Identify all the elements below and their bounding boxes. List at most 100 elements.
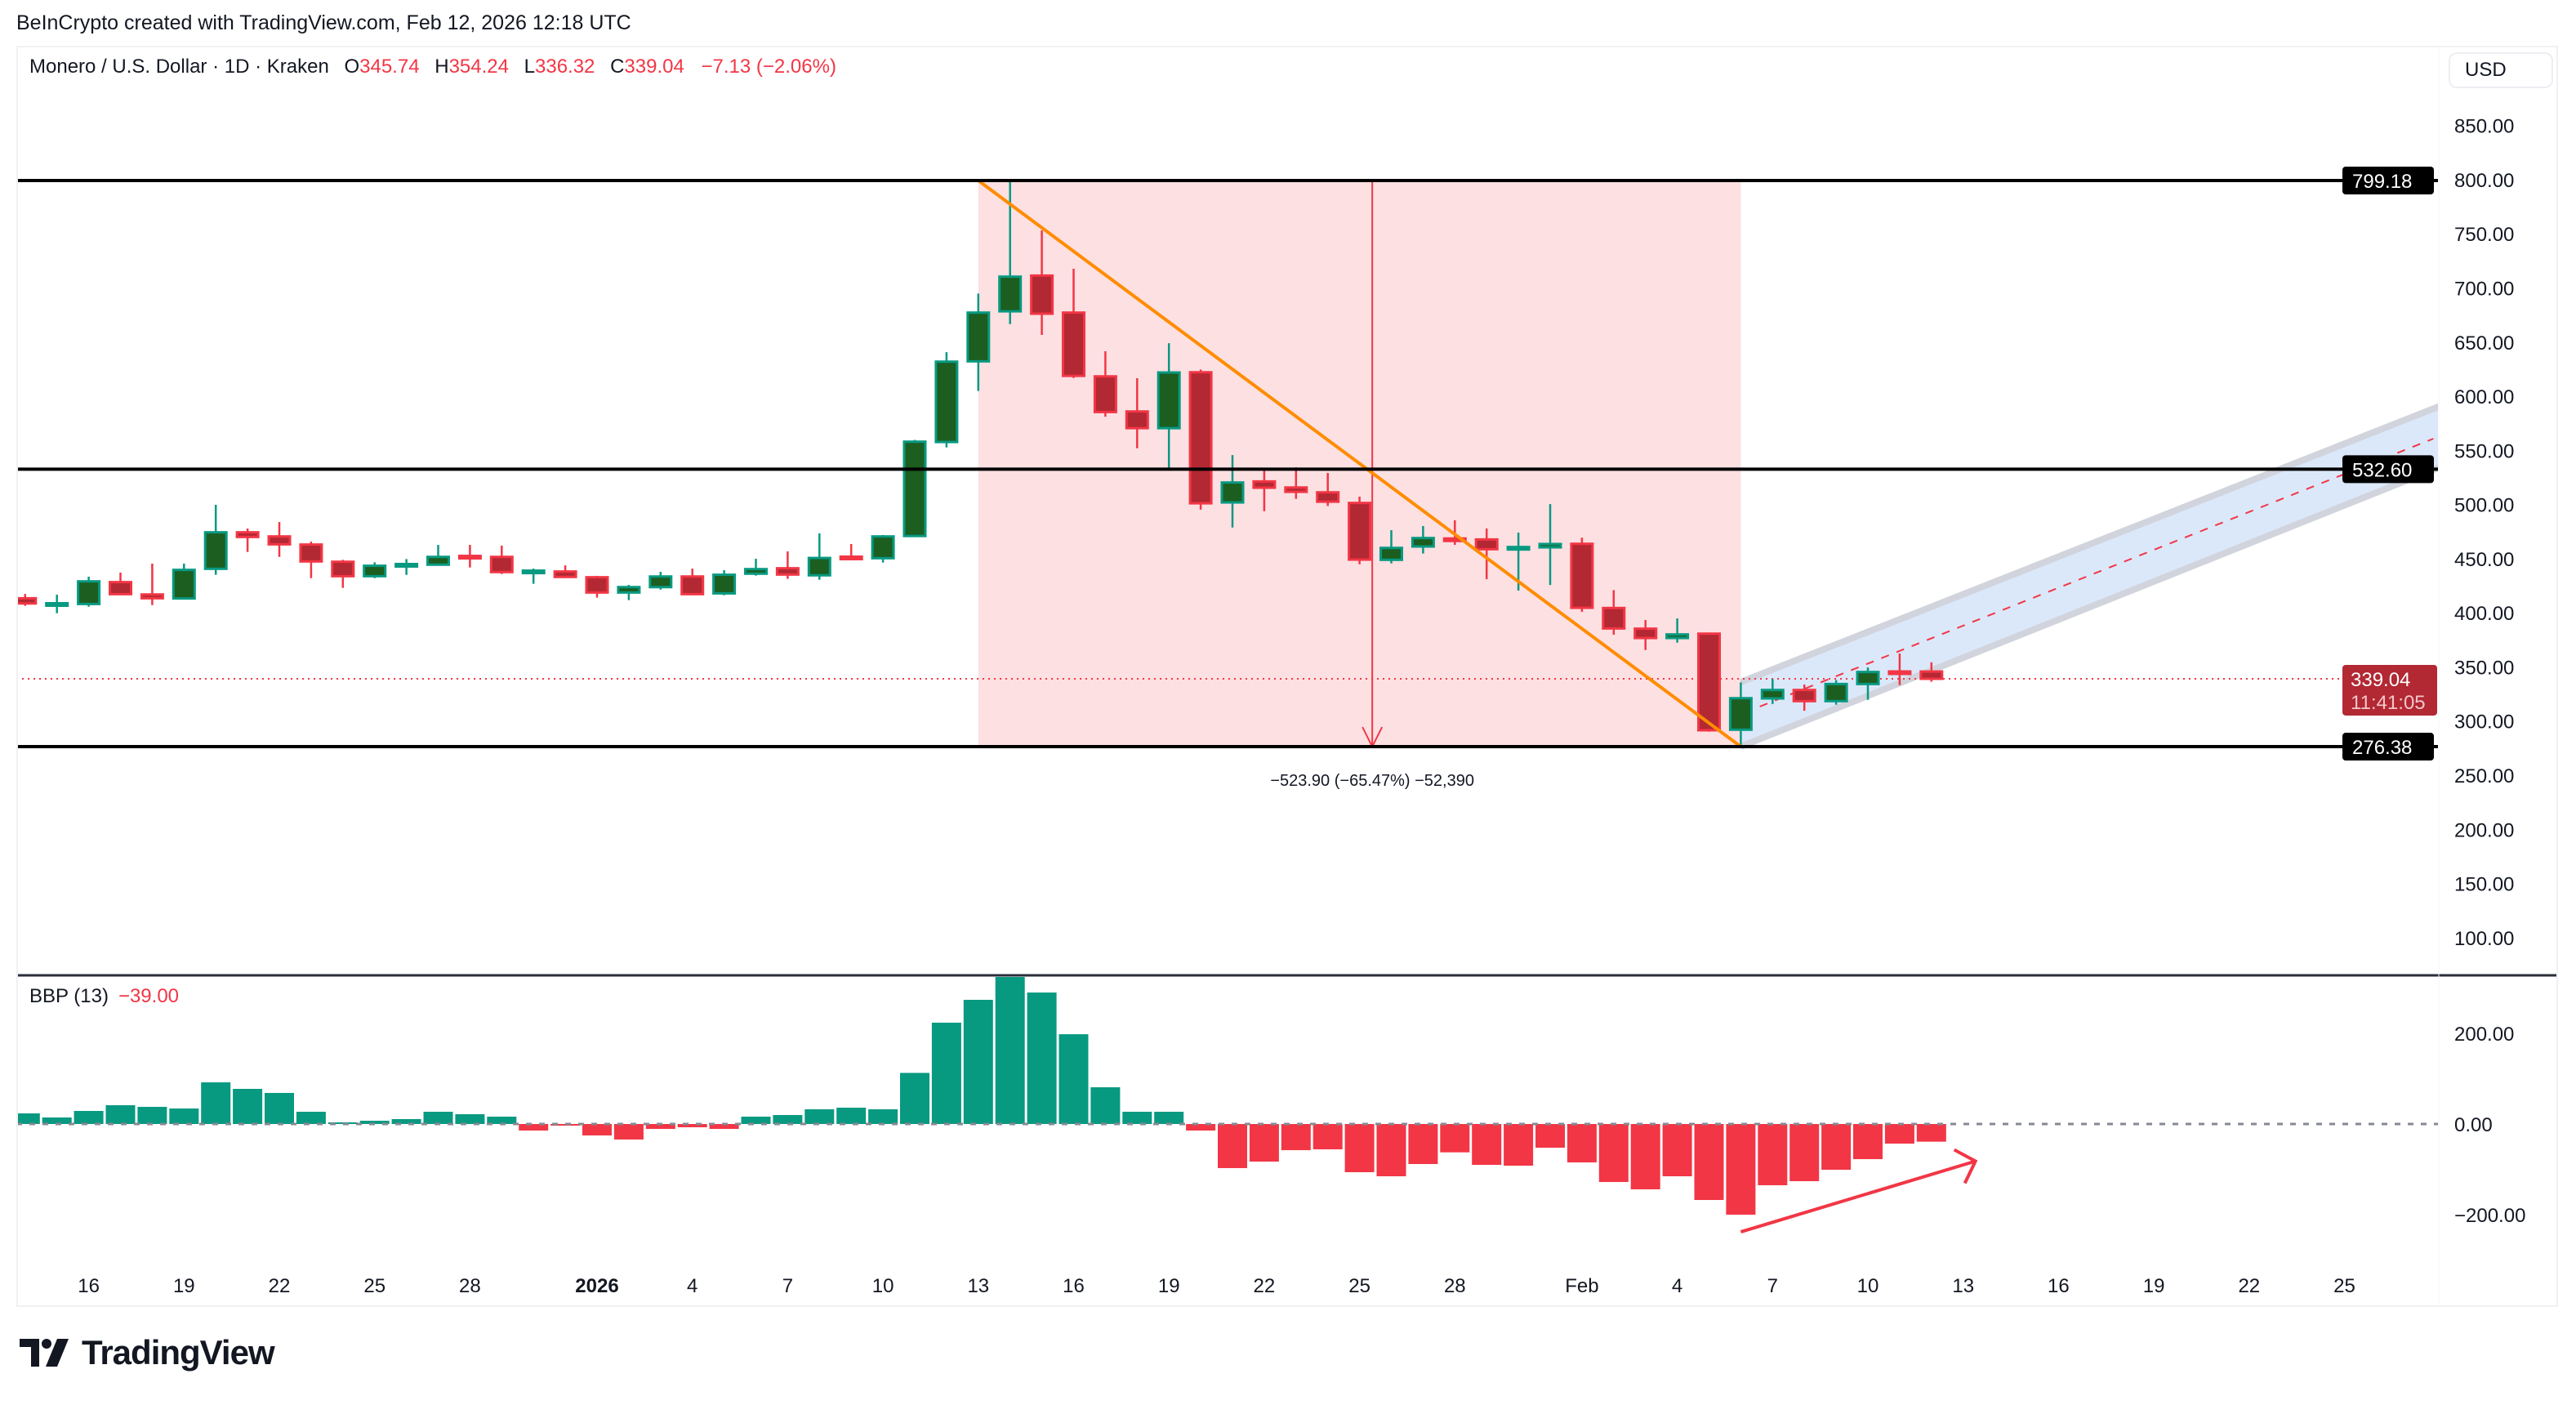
currency-button[interactable]: USD xyxy=(2449,52,2553,88)
candle[interactable] xyxy=(489,545,514,574)
candle-body xyxy=(1442,537,1467,542)
candle[interactable] xyxy=(1697,632,1721,732)
candle[interactable] xyxy=(617,585,641,600)
bbp-bar xyxy=(1440,1124,1470,1153)
price-pane[interactable]: −523.90 (−65.47%) −52,390 xyxy=(15,179,2440,790)
candle[interactable] xyxy=(1220,455,1245,528)
candle[interactable] xyxy=(1316,473,1340,506)
candle-body xyxy=(1220,481,1245,504)
candle[interactable] xyxy=(299,542,323,578)
candle[interactable] xyxy=(1474,529,1499,580)
candle[interactable] xyxy=(15,594,38,606)
candle-body xyxy=(1760,689,1785,700)
candle[interactable] xyxy=(1856,667,1880,700)
candle[interactable] xyxy=(1252,469,1277,511)
parallel-channel[interactable] xyxy=(1740,406,2440,747)
candle[interactable] xyxy=(839,543,863,560)
bbp-bar xyxy=(1821,1124,1852,1170)
candle-body xyxy=(1887,670,1912,676)
candle[interactable] xyxy=(744,559,768,576)
candle[interactable] xyxy=(585,575,609,598)
candle[interactable] xyxy=(1284,467,1308,499)
time-tick-label: 19 xyxy=(1158,1275,1180,1297)
candle[interactable] xyxy=(1030,230,1054,336)
candle[interactable] xyxy=(1792,685,1816,711)
candle[interactable] xyxy=(1760,679,1785,704)
candle[interactable] xyxy=(966,293,991,391)
candle[interactable] xyxy=(1348,497,1372,564)
candle[interactable] xyxy=(712,570,737,595)
change-value: −7.13 (−2.06%) xyxy=(701,56,836,78)
trend-line[interactable] xyxy=(977,179,1742,748)
candle[interactable] xyxy=(203,504,228,575)
candle-body xyxy=(648,575,673,589)
bbp-bar xyxy=(709,1124,739,1129)
candle[interactable] xyxy=(1602,590,1626,636)
candle-body xyxy=(109,581,132,595)
candle[interactable] xyxy=(1887,653,1912,685)
candle-body xyxy=(617,586,641,594)
candle[interactable] xyxy=(1665,618,1690,643)
candle[interactable] xyxy=(1157,343,1181,468)
candle[interactable] xyxy=(235,529,260,552)
bbp-bar xyxy=(1694,1124,1724,1201)
candle[interactable] xyxy=(871,534,895,563)
candle[interactable] xyxy=(77,577,101,607)
bbp-bar xyxy=(1916,1124,1946,1142)
candle[interactable] xyxy=(1379,530,1403,564)
candle[interactable] xyxy=(363,562,387,578)
bbp-bar xyxy=(931,1022,961,1124)
price-tick-label: 850.00 xyxy=(2454,116,2514,138)
time-tick-label: 13 xyxy=(967,1275,989,1297)
tradingview-logo[interactable]: TradingView xyxy=(20,1333,275,1372)
candle[interactable] xyxy=(521,569,546,584)
candle[interactable] xyxy=(1728,682,1753,746)
candle[interactable] xyxy=(109,572,132,595)
low-label: L xyxy=(524,56,535,78)
candle-body xyxy=(966,311,991,363)
candle-body xyxy=(394,563,419,569)
bbp-bar xyxy=(773,1115,803,1124)
bbp-pane[interactable] xyxy=(11,977,2438,1234)
bbp-bar xyxy=(995,977,1025,1124)
candle[interactable] xyxy=(553,565,577,578)
candle[interactable] xyxy=(1570,537,1594,613)
indicator-name[interactable]: BBP (13) xyxy=(29,985,109,1007)
candle[interactable] xyxy=(1633,620,1658,650)
bbp-bar xyxy=(1884,1124,1914,1144)
candle[interactable] xyxy=(934,352,959,448)
candle[interactable] xyxy=(1188,369,1213,510)
candle[interactable] xyxy=(267,522,292,557)
candle[interactable] xyxy=(1125,378,1149,448)
close-value: 339.04 xyxy=(624,56,684,78)
candle[interactable] xyxy=(902,439,927,537)
candle[interactable] xyxy=(998,180,1023,324)
candle[interactable] xyxy=(648,572,673,590)
candle[interactable] xyxy=(331,560,355,588)
level-price-label: 532.60 xyxy=(2352,459,2412,481)
candle[interactable] xyxy=(1093,351,1117,417)
candle[interactable] xyxy=(426,545,450,566)
candle[interactable] xyxy=(1824,680,1848,705)
candle[interactable] xyxy=(1919,662,1944,682)
bbp-bar xyxy=(741,1117,771,1124)
candle[interactable] xyxy=(457,545,482,568)
price-tick-label: 800.00 xyxy=(2454,170,2514,192)
candle[interactable] xyxy=(680,569,705,595)
candle[interactable] xyxy=(1411,525,1435,554)
candle[interactable] xyxy=(172,563,196,600)
candle[interactable] xyxy=(807,533,831,580)
time-tick-label: 2026 xyxy=(575,1275,618,1297)
candle[interactable] xyxy=(45,595,69,613)
candle[interactable] xyxy=(1062,269,1085,378)
bbp-bar xyxy=(613,1124,644,1140)
candle[interactable] xyxy=(140,563,164,605)
candle[interactable] xyxy=(394,559,419,575)
candle[interactable] xyxy=(1538,504,1562,586)
bbp-trend-arrow[interactable] xyxy=(1740,1159,1977,1234)
symbol-title[interactable]: Monero / U.S. Dollar · 1D · Kraken xyxy=(29,56,329,78)
candle-body xyxy=(363,564,387,578)
candle[interactable] xyxy=(775,551,800,579)
